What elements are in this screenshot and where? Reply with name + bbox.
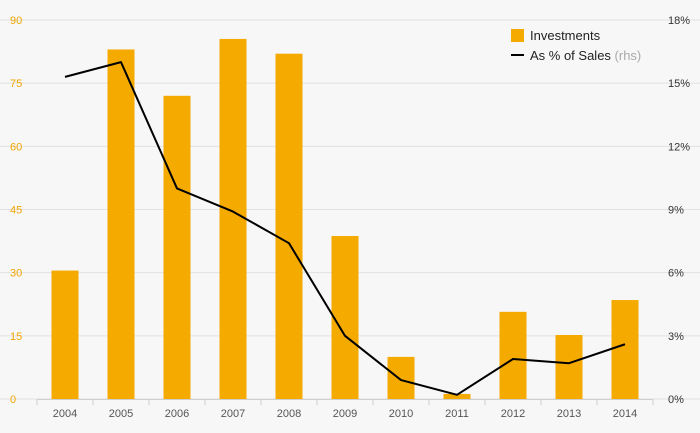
left-axis-tick-label: 30 [10, 268, 22, 280]
x-axis-tick-label: 2005 [109, 408, 133, 420]
bar [555, 334, 583, 399]
left-axis-tick-label: 15 [10, 331, 22, 343]
bar [387, 356, 415, 399]
right-axis-tick-label: 6% [668, 268, 684, 280]
right-axis-tick-label: 18% [668, 15, 690, 27]
right-axis-tick-label: 3% [668, 331, 684, 343]
bar [219, 38, 247, 399]
legend-label-sales-percent: As % of Sales (rhs) [530, 48, 641, 63]
legend-label-investments: Investments [530, 28, 601, 43]
x-axis-tick-label: 2014 [613, 408, 637, 420]
x-axis-tick-label: 2009 [333, 408, 357, 420]
right-axis-tick-label: 15% [668, 78, 690, 90]
bar-series [51, 38, 639, 400]
axes: 0 15 30 45 60 75 90 0% 3% 6% 9% 12% 15% 18% 2004 2005 20… [10, 15, 690, 420]
bar [499, 311, 527, 399]
left-axis-tick-label: 60 [10, 141, 22, 153]
left-axis-tick-label: 75 [10, 78, 22, 90]
bar [275, 53, 303, 399]
x-axis-tick-label: 2006 [165, 408, 189, 420]
legend: Investments As % of Sales (rhs) [511, 28, 641, 63]
left-axis-tick-label: 45 [10, 205, 22, 217]
left-axis-tick-label: 0 [10, 394, 16, 406]
legend-swatch-investments [511, 29, 524, 42]
x-axis-tick-label: 2013 [557, 408, 581, 420]
bar [163, 95, 191, 400]
right-axis-tick-label: 9% [668, 205, 684, 217]
bar [611, 300, 639, 399]
x-axis-tick-label: 2011 [445, 408, 469, 420]
x-axis-tick-label: 2004 [53, 408, 77, 420]
bar [107, 49, 135, 399]
legend-label-text: As % of Sales [530, 48, 615, 63]
legend-rhs-suffix: (rhs) [615, 48, 642, 63]
x-axis-tick-label: 2010 [389, 408, 413, 420]
left-axis-tick-label: 90 [10, 15, 22, 27]
line-series [64, 61, 626, 396]
bar [51, 270, 79, 399]
bar [331, 236, 359, 399]
right-axis-tick-label: 0% [668, 394, 684, 406]
bar [443, 393, 471, 399]
x-axis-tick-label: 2007 [221, 408, 245, 420]
x-axis-tick-label: 2012 [501, 408, 525, 420]
x-axis-tick-label: 2008 [277, 408, 301, 420]
right-axis-tick-label: 12% [668, 141, 690, 153]
